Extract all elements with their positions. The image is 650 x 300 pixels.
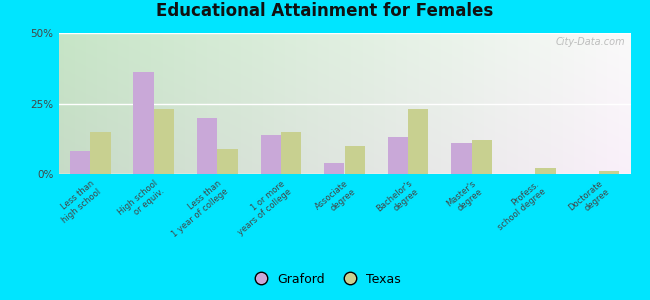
Bar xyxy=(197,118,217,174)
Bar xyxy=(133,73,154,174)
Bar xyxy=(324,163,345,174)
Bar xyxy=(599,171,619,174)
Bar xyxy=(344,146,365,174)
Bar xyxy=(281,132,302,174)
Bar xyxy=(535,168,556,174)
Text: Educational Attainment for Females: Educational Attainment for Females xyxy=(157,2,493,20)
Text: City-Data.com: City-Data.com xyxy=(555,37,625,47)
Bar xyxy=(261,134,281,174)
Bar xyxy=(154,109,174,174)
Bar xyxy=(387,137,408,174)
Legend: Graford, Texas: Graford, Texas xyxy=(244,268,406,291)
Bar xyxy=(70,152,90,174)
Bar xyxy=(217,148,238,174)
Bar xyxy=(472,140,492,174)
Bar xyxy=(451,143,472,174)
Bar xyxy=(408,109,428,174)
Bar xyxy=(90,132,110,174)
